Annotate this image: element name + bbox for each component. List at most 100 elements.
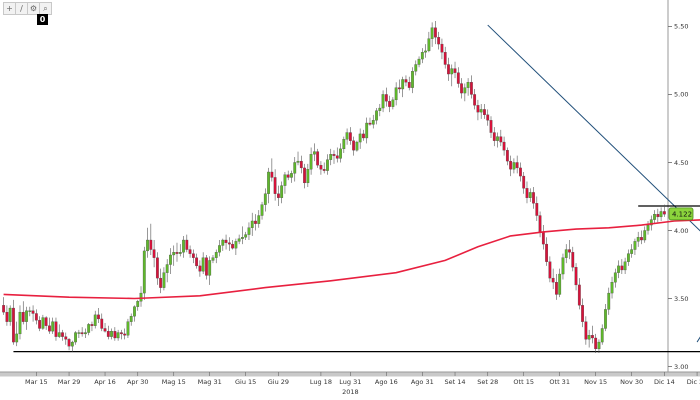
candle-body [221,239,225,246]
x-tick-label: Mag 15 [162,378,186,386]
candle-body [110,331,113,337]
candle-body [662,211,666,215]
candle-body [371,120,375,125]
candle-body [188,249,192,254]
candle-body [8,307,12,322]
candle-body [591,335,594,339]
last-price-tag [668,207,694,221]
candle-body [574,267,578,286]
candle-body [267,171,270,194]
candle-body [299,160,303,169]
candle-body [646,224,650,231]
candle-body [512,162,516,170]
x-tick-label: Nov 30 [620,378,643,386]
candle-body [70,341,74,347]
candle-body [613,272,617,283]
candle-body [335,155,339,159]
candle-body [136,301,140,307]
candle-body [234,241,238,249]
candle-body [584,321,588,340]
candle-body [394,87,398,101]
year-label: 2018 [342,388,359,396]
candle-body [201,257,205,272]
candle-body [133,306,136,317]
candle-body [61,332,64,337]
y-tick-label: 4.50 [674,159,688,167]
candle-body [509,160,513,170]
candle-body [633,241,637,250]
candle-body [434,27,437,38]
x-tick-label: Ago 16 [375,378,398,386]
candle-body [571,252,575,268]
candle-body [623,261,627,271]
candle-body [93,314,97,326]
x-tick-label: Dic 28 [687,378,700,386]
x-tick-label: Giu 15 [235,378,256,386]
candle-body [443,52,447,65]
candle-body [129,316,133,322]
candle-body [21,311,25,322]
candle-body [224,239,228,243]
candle-body [388,101,391,107]
candle-body [28,310,32,312]
candle-body [227,242,231,245]
candle-body [273,177,277,194]
candle-body [316,151,320,166]
y-tick-label: 4.00 [674,227,688,235]
candle-body [280,185,284,198]
candle-body [309,154,313,170]
candle-body [25,310,28,322]
candle-body [519,167,522,177]
candle-body [463,87,467,94]
candle-body [545,243,549,262]
candle-body [257,215,261,224]
candle-body [113,331,117,339]
candle-body [640,237,643,241]
x-tick-label: Nov 15 [584,378,607,386]
candle-body [172,252,176,256]
candle-body [326,159,329,171]
candle-body [499,136,503,143]
x-tick-label: Apr 30 [127,378,149,386]
candle-body [424,50,427,53]
candle-body [358,133,362,143]
candle-body [54,321,58,337]
candle-body [398,87,401,90]
y-tick-label: 3.50 [674,295,688,303]
candle-body [260,204,264,216]
candle-body [270,171,274,178]
candle-body [84,332,87,335]
candle-body [564,249,568,258]
candle-body [123,333,127,336]
candle-body [149,239,153,250]
candle-body [44,317,48,326]
candle-body [116,332,120,339]
candle-body [496,136,499,141]
candle-body [306,169,310,184]
candle-body [460,83,463,94]
candle-body [195,257,199,267]
candle-body [447,64,450,75]
candle-body [146,239,149,252]
y-tick-label: 5.50 [674,23,688,31]
candle-body [231,243,234,249]
candle-body [555,282,558,295]
candle-body [342,139,346,150]
candle-body [404,79,408,83]
candle-body [643,230,647,241]
candle-body [312,151,316,155]
candle-body [587,335,591,340]
scrollbar-track[interactable] [0,372,700,377]
candle-body [630,249,634,254]
candle-body [293,162,297,174]
downtrend-line [487,24,700,232]
candle-body [414,64,418,72]
candle-body [352,140,356,151]
candle-body [362,133,365,139]
candle-body [303,167,306,184]
candle-body [182,239,185,253]
candle-body [38,320,42,329]
candle-body [469,82,473,95]
candle-body [241,237,244,239]
x-tick-label: Mar 15 [25,378,48,386]
